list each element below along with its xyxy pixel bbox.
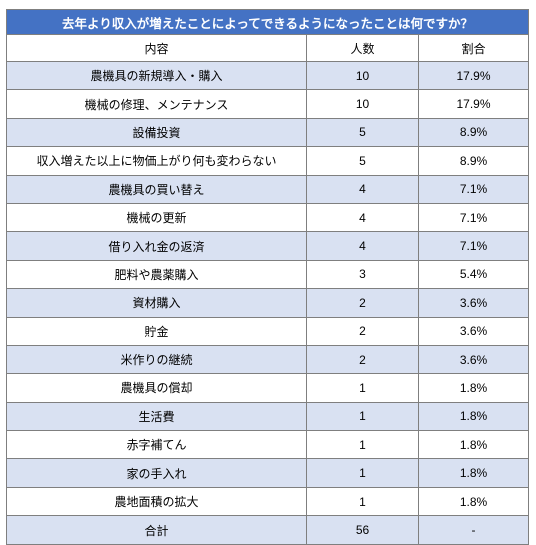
row-count-cell: 4 xyxy=(306,231,419,261)
row-item-cell: 肥料や農薬購入 xyxy=(6,259,307,290)
table-row: 設備投資 5 8.9% xyxy=(6,117,530,148)
survey-results-table: 去年より収入が増えたことによってできるようになったことは何ですか？ 内容 人数 … xyxy=(5,9,530,545)
row-percent-cell: 8.9% xyxy=(417,117,530,148)
table-body: 農機具の新規導入・購入 10 17.9% 機械の修理、メンテナンス 10 17.9% 設備投… xyxy=(6,60,530,517)
row-count-cell: 2 xyxy=(306,344,419,375)
row-item-cell: 農機具の買い替え xyxy=(6,174,307,204)
row-count-cell: 10 xyxy=(306,89,419,119)
table-title: 去年より収入が増えたことによってできるようになったことは何ですか？ xyxy=(5,9,530,35)
row-percent-cell: 1.8% xyxy=(417,430,530,460)
table-row: 赤字補てん 1 1.8% xyxy=(6,430,530,460)
total-label: 合計 xyxy=(6,515,307,545)
total-row: 合計 56 - xyxy=(6,515,530,545)
table-row: 借り入れ金の返済 4 7.1% xyxy=(6,231,530,261)
row-percent-cell: 17.9% xyxy=(417,89,530,119)
row-item-cell: 設備投資 xyxy=(6,117,307,148)
survey-table-container: 去年より収入が増えたことによってできるようになったことは何ですか？ 内容 人数 … xyxy=(5,9,530,545)
row-percent-cell: 7.1% xyxy=(417,231,530,261)
row-count-cell: 3 xyxy=(306,259,419,290)
total-count: 56 xyxy=(306,515,419,545)
table-row: 貯金 2 3.6% xyxy=(6,316,530,346)
row-percent-cell: 1.8% xyxy=(417,373,530,403)
table-row: 農機具の買い替え 4 7.1% xyxy=(6,174,530,204)
row-percent-cell: 3.6% xyxy=(417,288,530,318)
row-percent-cell: 8.9% xyxy=(417,146,530,176)
table-row: 機械の更新 4 7.1% xyxy=(6,202,530,233)
row-item-cell: 赤字補てん xyxy=(6,430,307,460)
row-count-cell: 2 xyxy=(306,316,419,346)
row-count-cell: 1 xyxy=(306,430,419,460)
column-header-count: 人数 xyxy=(306,34,419,62)
row-item-cell: 資材購入 xyxy=(6,288,307,318)
row-percent-cell: 1.8% xyxy=(417,458,530,488)
row-item-cell: 収入増えた以上に物価上がり何も変わらない xyxy=(6,146,307,176)
row-percent-cell: 3.6% xyxy=(417,316,530,346)
column-header-row: 内容 人数 割合 xyxy=(6,34,530,62)
row-count-cell: 1 xyxy=(306,401,419,432)
column-header-percent: 割合 xyxy=(417,34,530,62)
row-count-cell: 5 xyxy=(306,146,419,176)
row-percent-cell: 1.8% xyxy=(417,401,530,432)
row-item-cell: 借り入れ金の返済 xyxy=(6,231,307,261)
row-percent-cell: 17.9% xyxy=(417,60,530,91)
row-item-cell: 農機具の償却 xyxy=(6,373,307,403)
row-count-cell: 4 xyxy=(306,202,419,233)
row-count-cell: 1 xyxy=(306,458,419,488)
table-title-row: 去年より収入が増えたことによってできるようになったことは何ですか？ xyxy=(5,9,530,35)
table-row: 資材購入 2 3.6% xyxy=(6,288,530,318)
table-row: 農地面積の拡大 1 1.8% xyxy=(6,486,530,517)
row-count-cell: 4 xyxy=(306,174,419,204)
row-percent-cell: 7.1% xyxy=(417,174,530,204)
table-row: 生活費 1 1.8% xyxy=(6,401,530,432)
row-count-cell: 1 xyxy=(306,373,419,403)
row-item-cell: 生活費 xyxy=(6,401,307,432)
table-row: 家の手入れ 1 1.8% xyxy=(6,458,530,488)
row-item-cell: 農地面積の拡大 xyxy=(6,486,307,517)
row-item-cell: 貯金 xyxy=(6,316,307,346)
table-row: 米作りの継続 2 3.6% xyxy=(6,344,530,375)
table-row: 農機具の新規導入・購入 10 17.9% xyxy=(6,60,530,91)
row-item-cell: 機械の更新 xyxy=(6,202,307,233)
table-row: 農機具の償却 1 1.8% xyxy=(6,373,530,403)
row-item-cell: 農機具の新規導入・購入 xyxy=(6,60,307,91)
row-percent-cell: 3.6% xyxy=(417,344,530,375)
table-row: 肥料や農薬購入 3 5.4% xyxy=(6,259,530,290)
row-count-cell: 1 xyxy=(306,486,419,517)
row-item-cell: 機械の修理、メンテナンス xyxy=(6,89,307,119)
row-percent-cell: 5.4% xyxy=(417,259,530,290)
row-count-cell: 5 xyxy=(306,117,419,148)
row-count-cell: 10 xyxy=(306,60,419,91)
table-row: 機械の修理、メンテナンス 10 17.9% xyxy=(6,89,530,119)
table-row: 収入増えた以上に物価上がり何も変わらない 5 8.9% xyxy=(6,146,530,176)
total-percent: - xyxy=(417,515,530,545)
row-count-cell: 2 xyxy=(306,288,419,318)
row-item-cell: 家の手入れ xyxy=(6,458,307,488)
row-item-cell: 米作りの継続 xyxy=(6,344,307,375)
row-percent-cell: 1.8% xyxy=(417,486,530,517)
column-header-item: 内容 xyxy=(6,34,307,62)
row-percent-cell: 7.1% xyxy=(417,202,530,233)
